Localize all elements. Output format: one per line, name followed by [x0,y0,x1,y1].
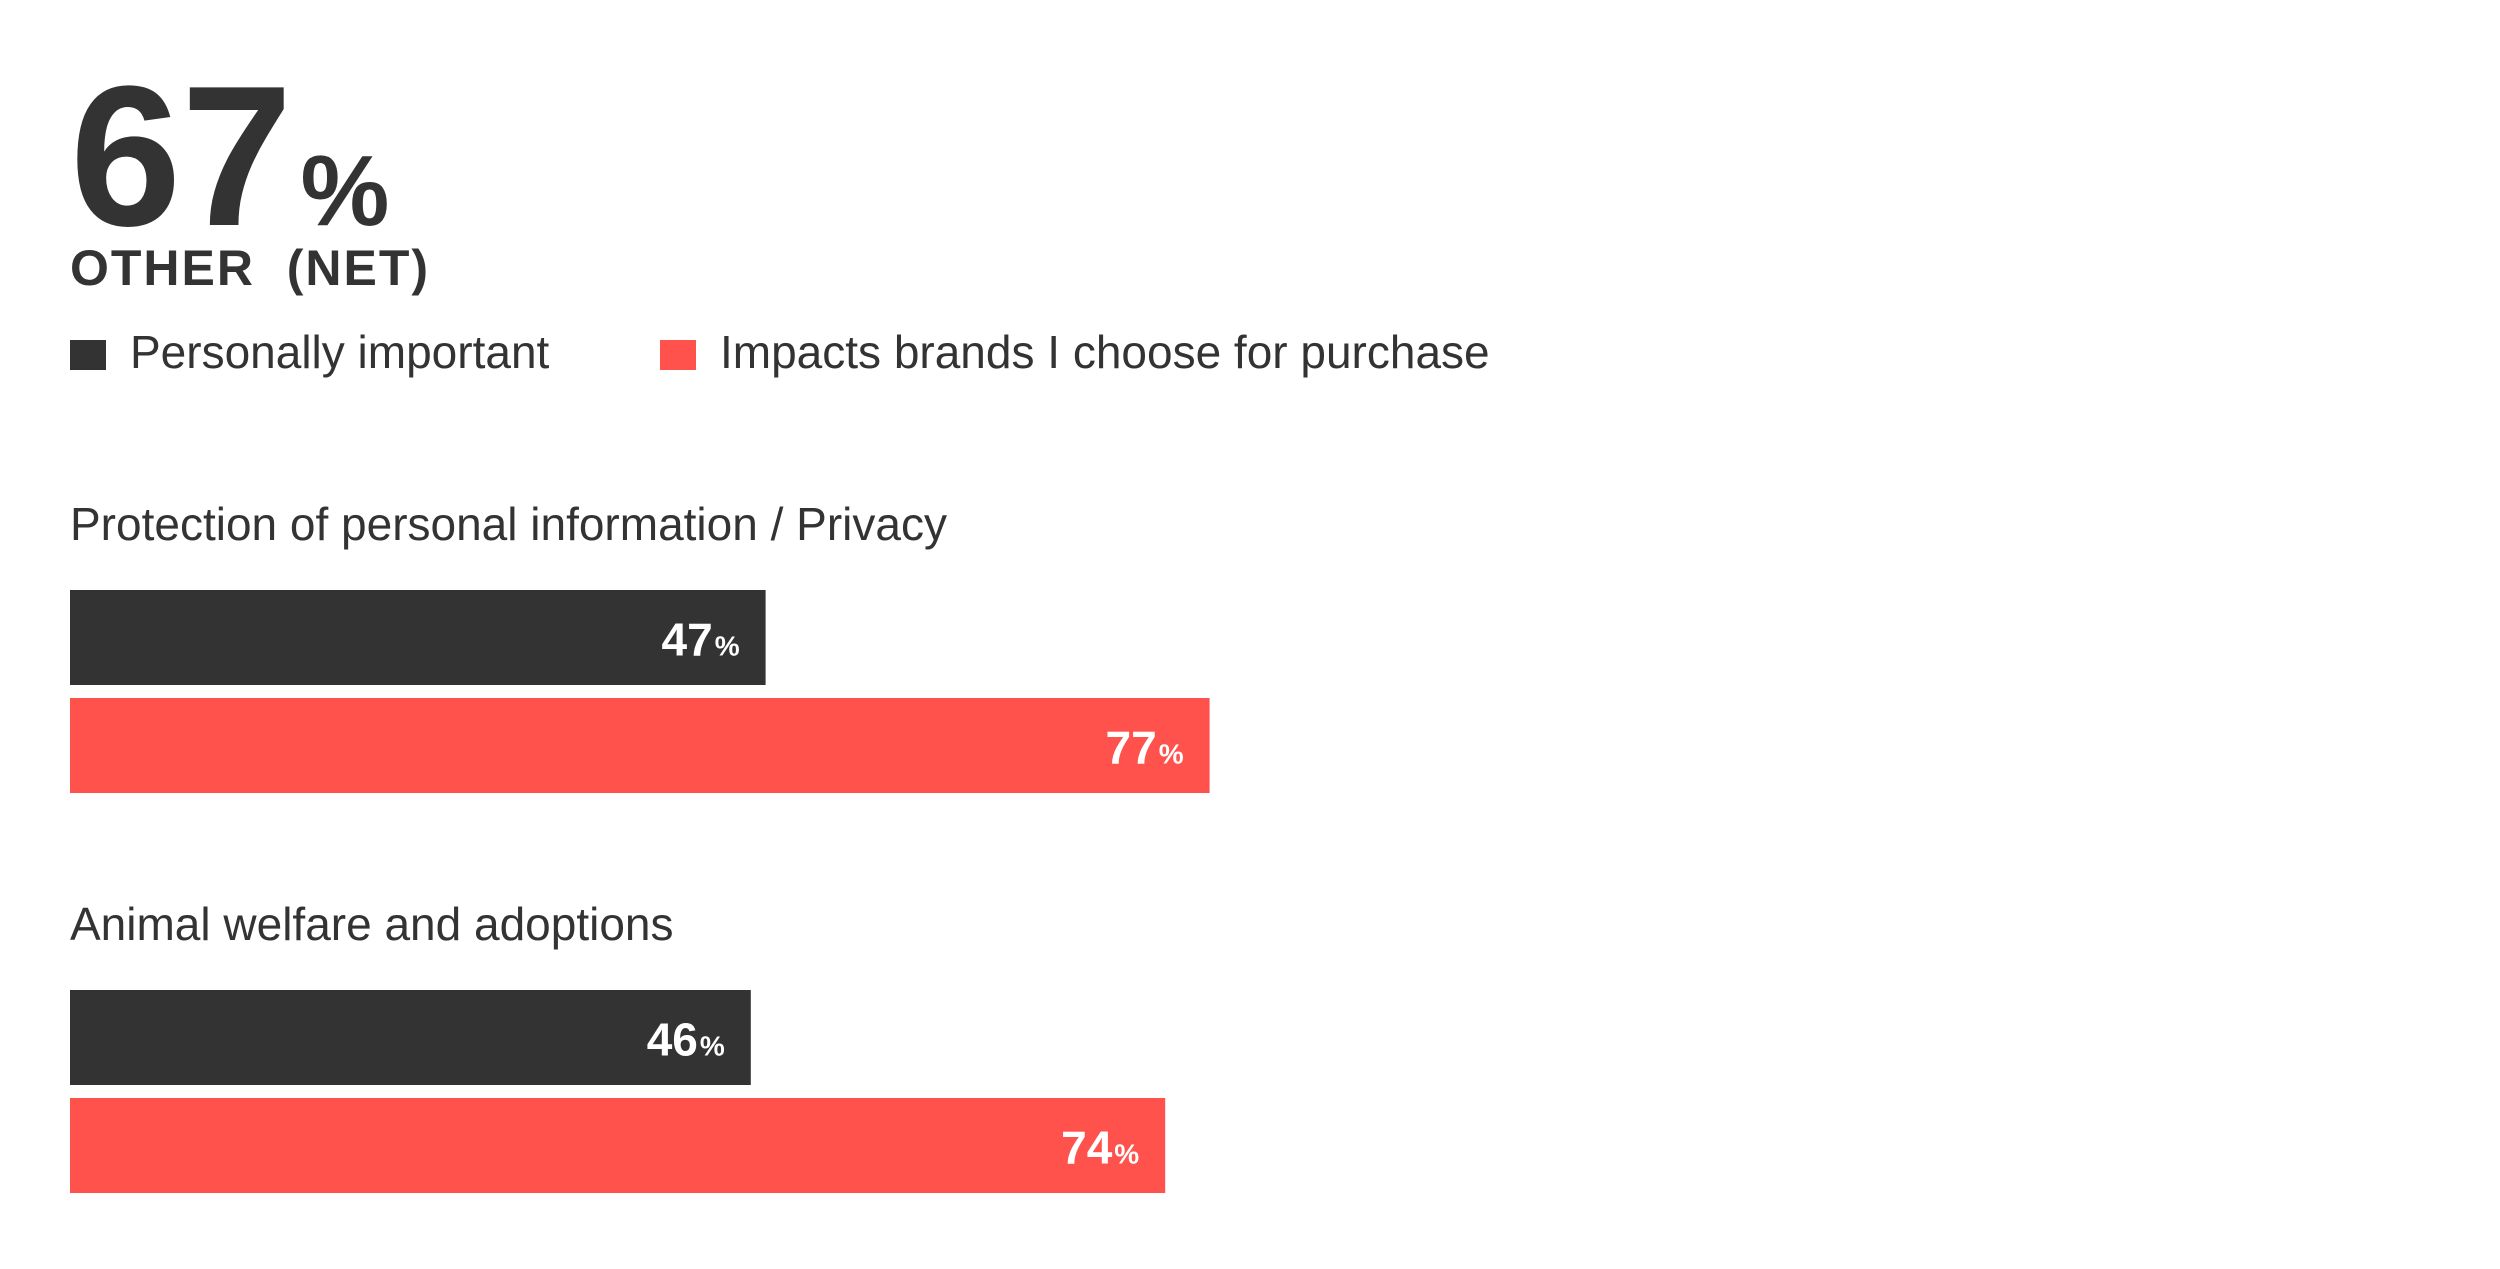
data-label: 47% [662,614,740,666]
chart-title: OTHER (NET) [70,240,430,296]
legend-swatch [660,340,696,370]
data-label: 74% [1061,1122,1139,1174]
category-label: Animal welfare and adoptions [70,898,673,950]
category-group-animal-welfare-and-adoptions: Animal welfare and adoptions 46% 74% [70,898,1166,1193]
legend-label: Personally important [130,326,550,378]
legend: Personally important Impacts brands I cho… [70,326,1490,378]
legend-label: Impacts brands I choose for purchase [720,326,1490,378]
category-group-protection-of-personal-information-privacy: Protection of personal information / Pri… [70,498,1210,793]
data-label: 77% [1106,722,1184,774]
headline-stat: 67% [70,45,389,268]
plot-area: Protection of personal information / Pri… [70,498,1210,1193]
legend-swatch [70,340,106,370]
bar-impacts-brands-i-choose-for-purchase [70,1098,1166,1193]
headline-value: 67 [70,45,292,268]
legend-item-personally-important: Personally important [70,326,550,378]
headline-unit: % [300,135,389,247]
bar-personally-important [70,590,766,685]
bar-personally-important [70,990,751,1085]
legend-item-impacts-brands-i-choose-for-purchase: Impacts brands I choose for purchase [660,326,1490,378]
data-label: 46% [647,1014,725,1066]
category-label: Protection of personal information / Pri… [70,498,947,550]
bar-impacts-brands-i-choose-for-purchase [70,698,1210,793]
